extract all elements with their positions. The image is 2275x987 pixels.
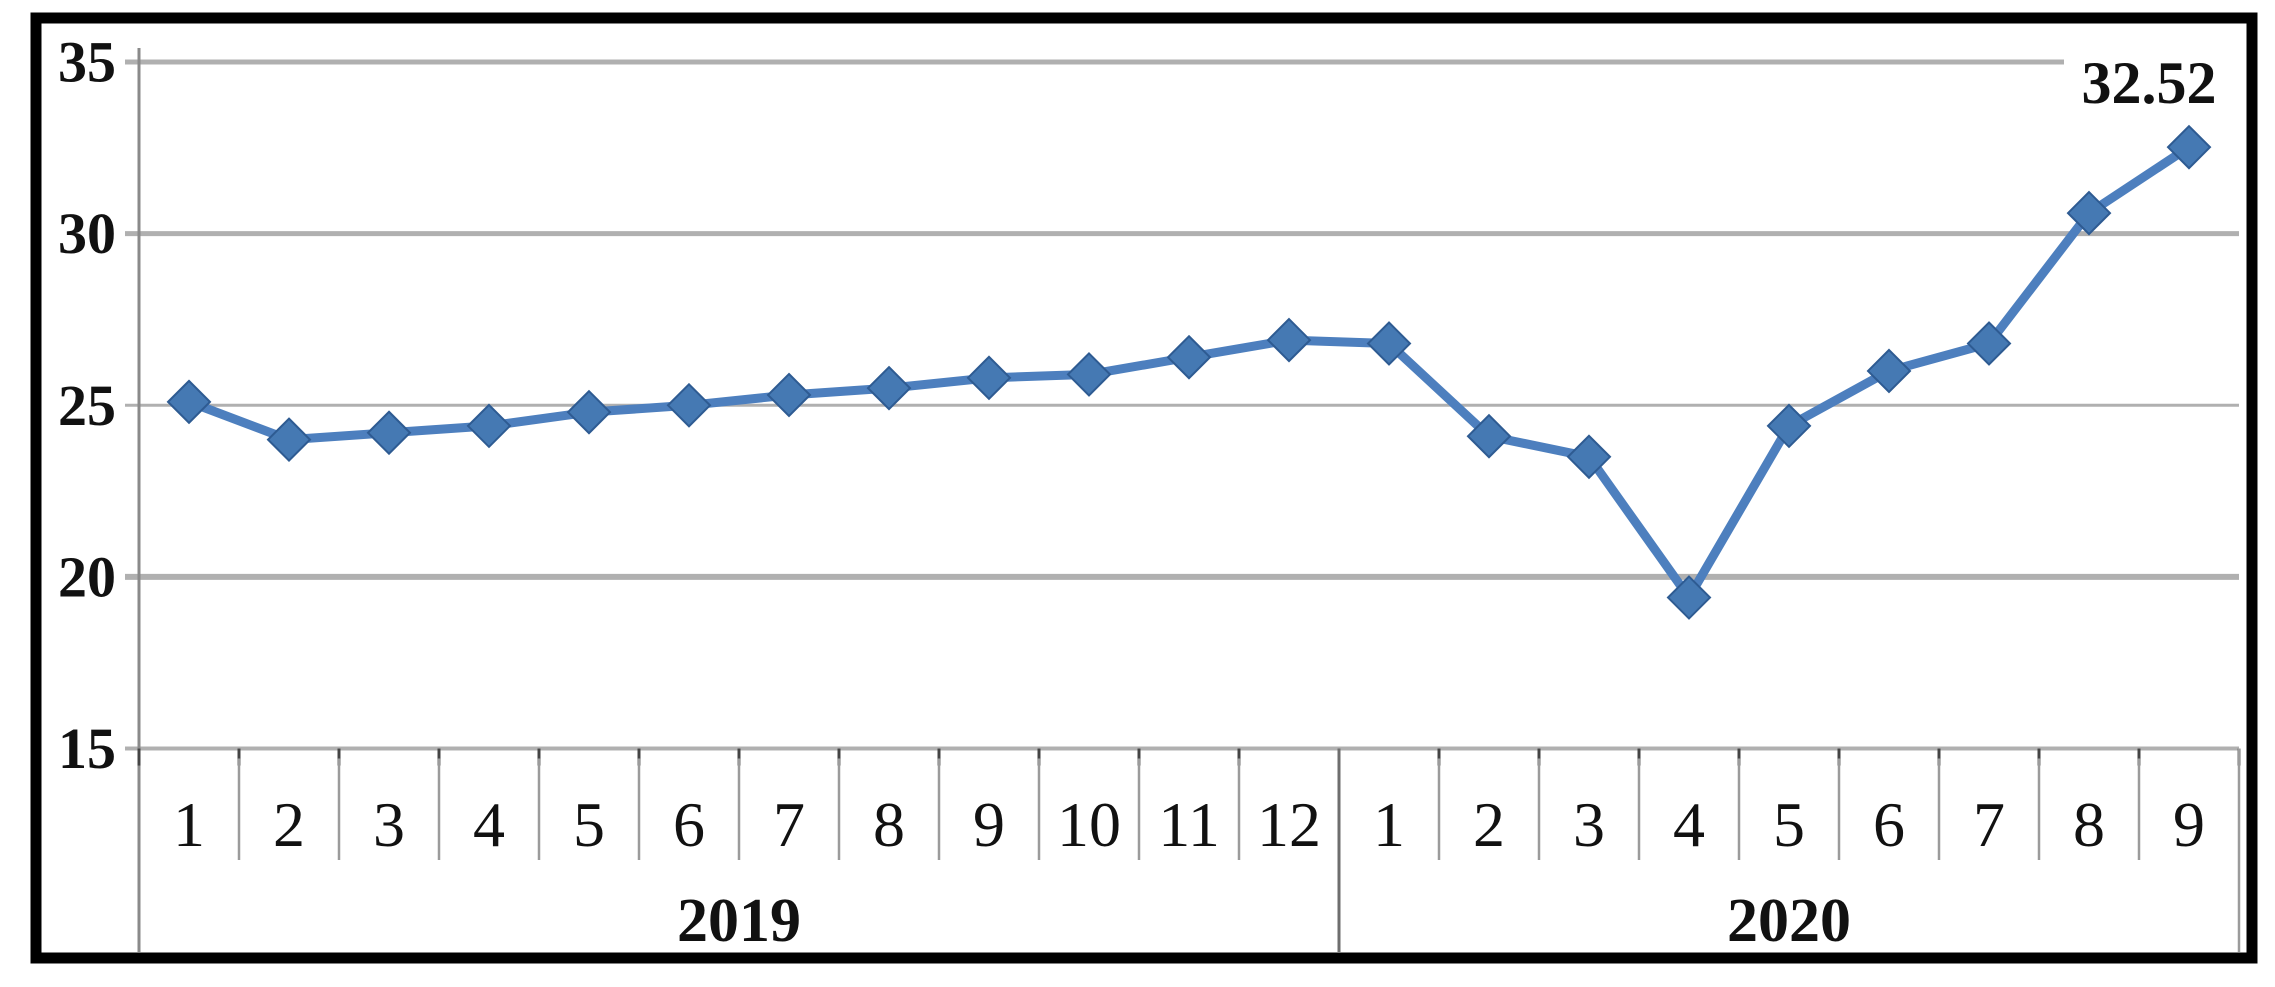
data-point-marker: [1266, 317, 1312, 363]
data-point-marker: [466, 403, 512, 449]
data-point-marker: [966, 355, 1012, 401]
data-point-marker: [766, 372, 812, 418]
month-tick-label: 3: [1573, 789, 1605, 860]
data-point-markers: [166, 124, 2212, 620]
y-tick-label: 20: [58, 544, 116, 609]
data-point-marker: [1166, 334, 1212, 380]
figure-border: [30, 12, 2258, 964]
month-tick-label: 8: [873, 789, 905, 860]
data-point-marker: [1366, 321, 1412, 366]
data-point-marker: [166, 379, 212, 425]
month-tick-label: 7: [1973, 789, 2005, 860]
data-point-marker: [1966, 321, 2012, 366]
month-tick-label: 10: [1057, 789, 1121, 860]
month-tick-label: 6: [1873, 789, 1905, 860]
month-tick-label: 9: [2173, 789, 2205, 860]
month-tick-label: 4: [473, 789, 505, 860]
data-point-marker: [666, 382, 712, 428]
month-tick-label: 8: [2073, 789, 2105, 860]
month-tick-label: 2: [1473, 789, 1505, 860]
data-point-marker: [2066, 190, 2112, 236]
data-point-marker: [1666, 575, 1712, 620]
annotation-background: [2064, 41, 2244, 124]
data-point-marker: [566, 389, 612, 435]
month-tick-labels: 1 2 3 4 5 6 7 8 9 10 11 12 1 2 3 4 5 6 7 8 9: [173, 789, 2205, 860]
annotation-background-patch: [2064, 41, 2244, 124]
y-tick-label: 25: [58, 373, 116, 438]
month-tick-label: 11: [1158, 789, 1220, 860]
data-point-marker: [866, 365, 912, 411]
year-labels: 2019 2020: [677, 887, 1851, 955]
year-label: 2020: [1727, 887, 1851, 955]
month-tick-label: 2: [273, 789, 305, 860]
month-tick-label: 5: [573, 789, 605, 860]
month-tick-label: 3: [373, 789, 405, 860]
month-tick-label: 6: [673, 789, 705, 860]
data-point-label: 32.52: [2082, 50, 2217, 116]
data-point-marker: [366, 410, 412, 456]
data-point-marker: [1066, 351, 1112, 397]
data-point-marker: [1866, 348, 1912, 394]
month-tick-label: 12: [1257, 789, 1321, 860]
y-tick-labels: 35 30 25 20 15: [58, 30, 116, 781]
month-tick-label: 4: [1673, 789, 1705, 860]
data-point-marker: [2166, 124, 2212, 170]
y-tick-label: 30: [58, 201, 116, 266]
month-tick-label: 9: [973, 789, 1005, 860]
y-tick-label: 15: [58, 716, 116, 781]
data-point-label: 32.52: [2082, 50, 2217, 116]
month-tick-label: 1: [173, 789, 205, 860]
x-axis-cells: [137, 748, 2241, 952]
data-point-marker: [1766, 403, 1812, 449]
month-tick-label: 7: [773, 789, 805, 860]
month-tick-label: 1: [1373, 789, 1405, 860]
year-label: 2019: [677, 887, 801, 955]
data-point-marker: [1566, 434, 1612, 480]
month-tick-label: 5: [1773, 789, 1805, 860]
y-tick-label: 35: [58, 30, 116, 95]
data-point-marker: [266, 417, 312, 463]
y-gridlines: [125, 59, 2239, 751]
data-point-marker: [1466, 413, 1512, 459]
